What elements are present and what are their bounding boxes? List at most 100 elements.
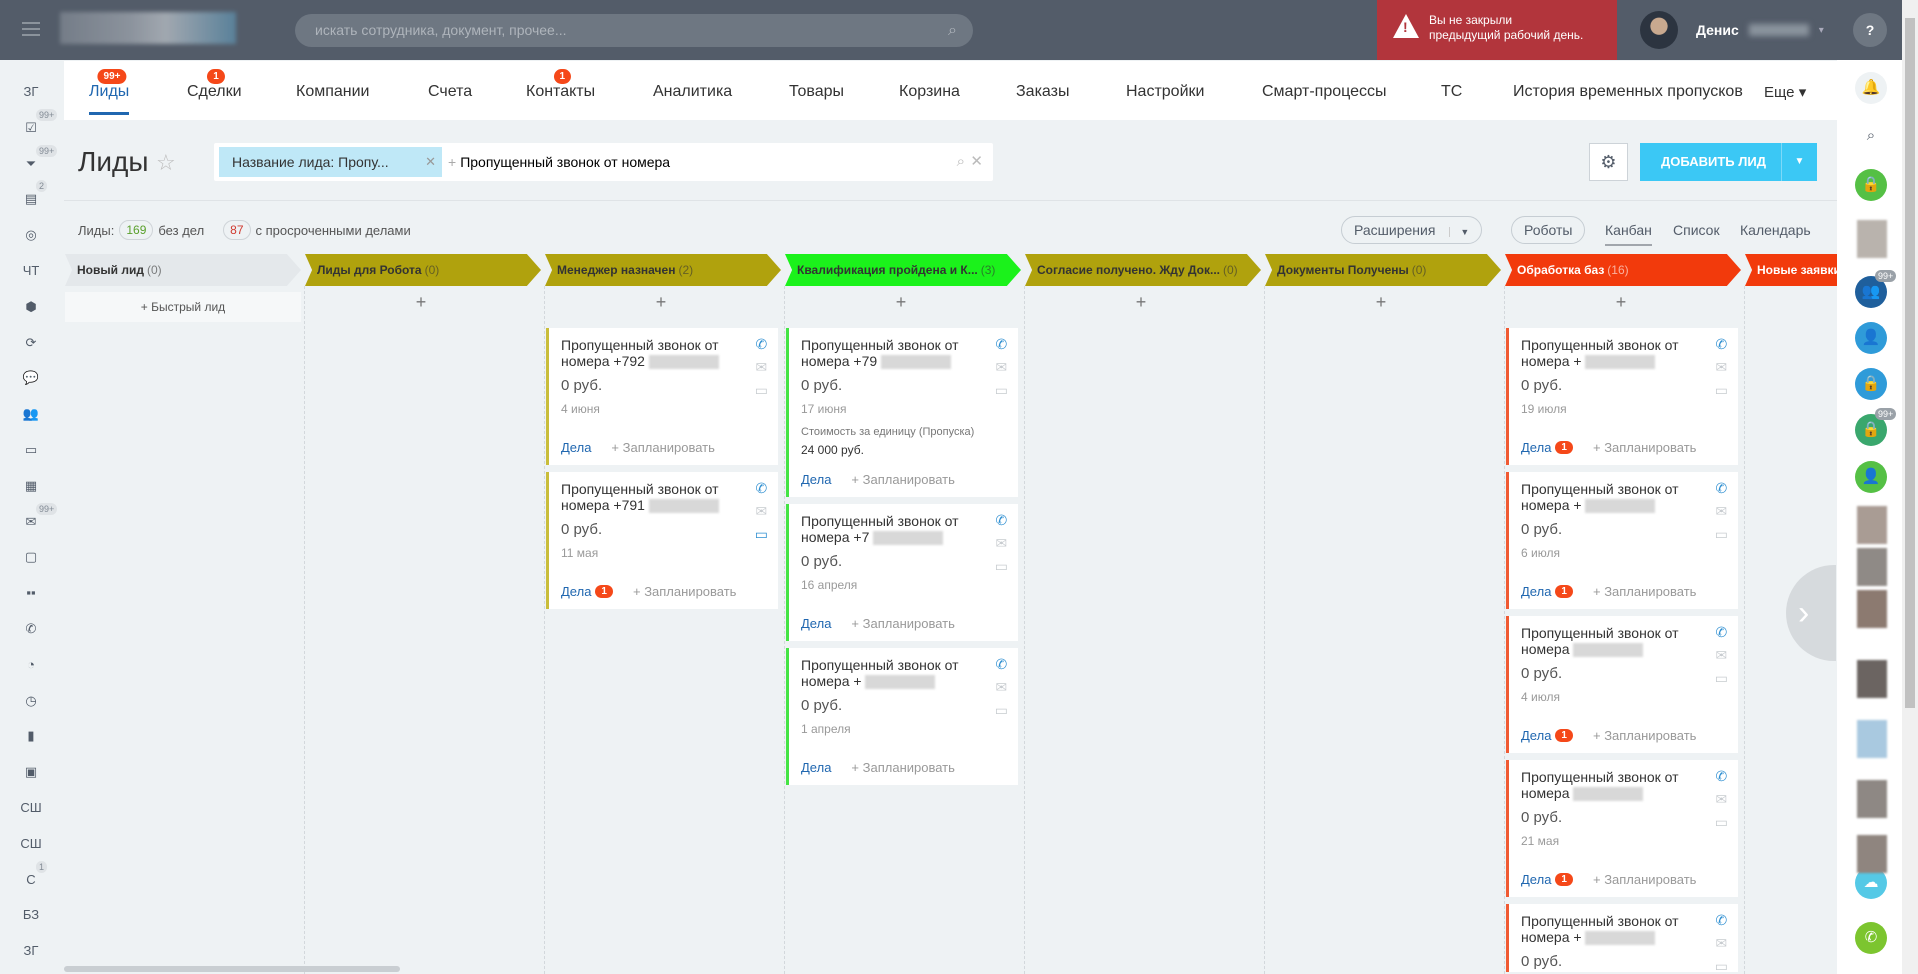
chat-icon[interactable]: ▭ <box>994 382 1008 398</box>
deals-link[interactable]: Дела <box>1521 728 1552 743</box>
column-header[interactable]: Квалификация пройдена и К... (3) <box>785 254 1021 286</box>
mail-icon[interactable]: ✉ <box>995 679 1008 695</box>
chat-icon[interactable]: ▭ <box>754 382 768 398</box>
phone-icon[interactable]: ✆ <box>1855 922 1887 954</box>
sidebar-item[interactable]: ✉ 99+ <box>0 502 62 537</box>
plan-link[interactable]: + Запланировать <box>1592 440 1697 455</box>
mail-icon[interactable]: ✉ <box>1715 359 1728 375</box>
mail-icon[interactable]: ✉ <box>1715 503 1728 519</box>
contact-avatar[interactable] <box>1857 780 1887 818</box>
filter-search[interactable]: Название лида: Пропу... ✕ + Пропущенный зв… <box>214 143 993 181</box>
sidebar-item[interactable]: ▭ <box>0 435 62 465</box>
sidebar-item[interactable]: 👥 <box>0 399 62 429</box>
column-header[interactable]: Документы Получены (0) <box>1265 254 1501 286</box>
sidebar-item[interactable]: ▪▪ <box>0 578 62 608</box>
sidebar-item[interactable]: СШ <box>0 829 62 859</box>
user-icon[interactable]: 👤 <box>1855 322 1887 354</box>
phone-icon[interactable]: ✆ <box>995 656 1008 672</box>
column-header[interactable]: Обработка баз (16) <box>1505 254 1741 286</box>
filter-chip[interactable]: Название лида: Пропу... ✕ <box>219 147 442 177</box>
overdue-count[interactable]: 87 <box>223 220 251 240</box>
lead-card[interactable]: Пропущенный звонок от номера + 0 руб. 6 … <box>1506 472 1738 609</box>
contact-avatar[interactable] <box>1857 720 1887 758</box>
extensions-button[interactable]: Расширения ▼ <box>1341 216 1483 244</box>
card-title[interactable]: Пропущенный звонок от номера +792 <box>561 337 719 369</box>
phone-icon[interactable]: ✆ <box>1715 912 1728 928</box>
plan-link[interactable]: + Запланировать <box>851 616 955 631</box>
deals-link[interactable]: Дела <box>561 440 592 455</box>
lead-card[interactable]: Пропущенный звонок от номера + 0 руб. 19… <box>1506 328 1738 465</box>
phone-icon[interactable]: ✆ <box>1715 336 1728 352</box>
contact-avatar[interactable] <box>1857 835 1887 873</box>
tab-item[interactable]: Лиды 99+ <box>89 69 130 115</box>
tab-item[interactable]: Заказы <box>1016 83 1069 101</box>
sidebar-item[interactable]: ЧТ <box>0 256 62 286</box>
lead-card[interactable]: Пропущенный звонок от номера + 0 руб. ✆ ✉… <box>1506 904 1738 972</box>
add-card-button[interactable]: + <box>415 292 427 312</box>
chevron-down-icon[interactable]: ▼ <box>1781 143 1817 181</box>
tab-item[interactable]: Сделки 1 <box>187 69 242 101</box>
search-icon[interactable]: ⌕ <box>948 22 957 39</box>
sidebar-item[interactable]: СШ <box>0 793 62 823</box>
contact-avatar[interactable] <box>1857 220 1887 258</box>
add-card-button[interactable]: + <box>655 292 667 312</box>
plan-link[interactable]: + Запланировать <box>632 584 737 599</box>
contact-avatar[interactable] <box>1857 660 1887 698</box>
add-card-button[interactable]: + <box>1745 292 1837 313</box>
no-tasks-count[interactable]: 169 <box>119 220 154 240</box>
sidebar-item[interactable]: ЗГ <box>0 936 62 966</box>
chat-icon[interactable]: ▭ <box>1714 814 1728 830</box>
sidebar-item[interactable]: ◔ <box>0 650 62 680</box>
group-chat-icon[interactable]: 👥 99+ <box>1855 270 1897 308</box>
contact-avatar[interactable] <box>1857 506 1887 544</box>
sidebar-item[interactable]: ⟳ <box>0 328 62 358</box>
plan-link[interactable]: + Запланировать <box>1592 728 1697 743</box>
deals-link[interactable]: Дела <box>1521 440 1552 455</box>
lead-card[interactable]: Пропущенный звонок от номера +7 0 руб. 1… <box>786 504 1018 641</box>
lock-icon[interactable]: 🔒 <box>1855 368 1887 400</box>
scrollbar-thumb[interactable] <box>1905 18 1915 708</box>
sidebar-item[interactable]: 💬 <box>0 363 62 393</box>
phone-icon[interactable]: ✆ <box>755 336 768 352</box>
mail-icon[interactable]: ✉ <box>995 535 1008 551</box>
tab-item[interactable]: Товары <box>789 83 844 101</box>
chat-icon[interactable]: ▭ <box>994 558 1008 574</box>
chat-icon[interactable]: ▭ <box>754 526 768 542</box>
plan-link[interactable]: + Запланировать <box>851 760 955 775</box>
column-header[interactable]: Новые заявки <box>1745 254 1837 286</box>
tab-item[interactable]: История временных пропусков <box>1513 83 1743 101</box>
plan-link[interactable]: + Запланировать <box>611 440 715 455</box>
sidebar-item[interactable]: ЗГ <box>0 77 62 107</box>
sidebar-item[interactable]: ▣ <box>0 757 62 787</box>
tab-item[interactable]: Еще ▾ <box>1764 83 1806 101</box>
lead-card[interactable]: Пропущенный звонок от номера 0 руб. 4 ию… <box>1506 616 1738 753</box>
phone-icon[interactable]: ✆ <box>995 336 1008 352</box>
card-title[interactable]: Пропущенный звонок от номера <box>1521 769 1679 801</box>
company-logo[interactable] <box>60 12 236 44</box>
horizontal-scrollbar[interactable] <box>64 966 400 972</box>
clear-icon[interactable]: ✕ <box>970 153 983 170</box>
column-header[interactable]: Менеджер назначен (2) <box>545 254 781 286</box>
lock-icon[interactable]: 🔒 99+ <box>1855 408 1897 446</box>
card-title[interactable]: Пропущенный звонок от номера + <box>1521 337 1679 369</box>
sidebar-item[interactable]: ▮ <box>0 721 62 751</box>
robots-button[interactable]: Роботы <box>1511 216 1586 244</box>
card-title[interactable]: Пропущенный звонок от номера +7 <box>801 513 959 545</box>
user-icon[interactable]: 👤 <box>1855 461 1887 493</box>
search-icon[interactable]: ⌕ <box>1855 120 1887 152</box>
contact-avatar[interactable] <box>1857 590 1887 628</box>
sidebar-item[interactable]: ▤ 2 <box>0 180 62 214</box>
sidebar-item[interactable]: ▦ <box>0 471 62 501</box>
card-title[interactable]: Пропущенный звонок от номера + <box>801 657 959 689</box>
add-card-button[interactable]: + <box>1615 292 1627 312</box>
global-search-input[interactable]: искать сотрудника, документ, прочее... ⌕ <box>295 14 973 47</box>
workday-alert[interactable]: Вы не закрыли предыдущий рабочий день. <box>1377 0 1617 60</box>
sidebar-item[interactable]: БЗ <box>0 900 62 930</box>
sidebar-item[interactable]: ⏷ 99+ <box>0 144 62 179</box>
sidebar-item[interactable]: ⬢ <box>0 292 62 322</box>
close-icon[interactable]: ✕ <box>425 154 436 169</box>
card-title[interactable]: Пропущенный звонок от номера + <box>1521 481 1679 513</box>
column-header[interactable]: Новый лид (0) <box>65 254 301 286</box>
phone-icon[interactable]: ✆ <box>755 480 768 496</box>
